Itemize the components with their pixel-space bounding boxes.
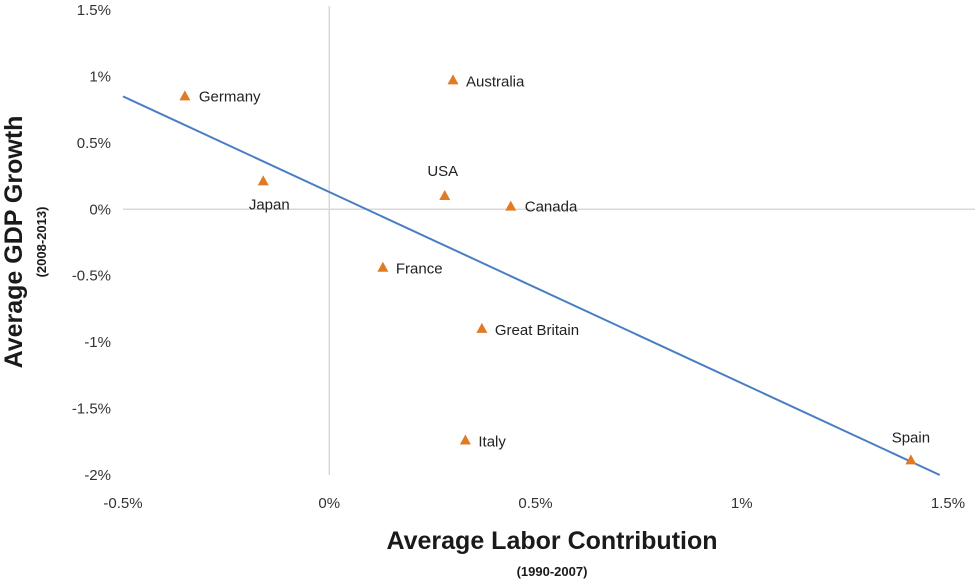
y-axis-title: Average GDP Growth (0, 116, 28, 369)
y-tick-label: -1% (84, 334, 111, 351)
axes (123, 6, 975, 475)
data-point-label: Spain (892, 429, 930, 446)
data-point-label: Canada (525, 199, 578, 216)
trendline (122, 95, 941, 476)
y-tick-labels: 1.5% 1% 0.5% 0% -0.5% -1% -1.5% -2% (72, 2, 111, 484)
data-point-marker (476, 322, 488, 333)
data-points (179, 74, 917, 465)
x-tick-label: -0.5% (103, 495, 142, 512)
y-axis-subtitle: (2008-2013) (34, 207, 49, 278)
x-axis-subtitle: (1990-2007) (517, 564, 588, 579)
data-point-label: Italy (478, 433, 506, 450)
x-tick-labels: -0.5% 0% 0.5% 1% 1.5% (103, 495, 965, 512)
point-labels: Germany Australia Japan USA Canada France Grea… (199, 73, 930, 450)
data-point-marker (905, 454, 917, 465)
y-tick-label: 0% (89, 201, 111, 218)
data-point-label: Australia (466, 73, 525, 90)
x-axis-title: Average Labor Contribution (386, 527, 717, 555)
data-point-marker (377, 261, 389, 272)
y-tick-label: -2% (84, 467, 111, 484)
x-tick-label: 0% (318, 495, 340, 512)
data-point-label: Germany (199, 88, 261, 105)
y-tick-label: 0.5% (77, 135, 111, 152)
data-point-label: France (396, 261, 443, 278)
x-tick-label: 0.5% (518, 495, 552, 512)
y-tick-label: 1% (89, 68, 111, 85)
data-point-label: Japan (249, 196, 290, 213)
data-point-marker (459, 434, 471, 445)
data-point-label: USA (427, 163, 458, 180)
data-point-marker (257, 175, 269, 186)
x-tick-label: 1% (731, 495, 753, 512)
y-tick-label: 1.5% (77, 2, 111, 19)
y-tick-label: -0.5% (72, 268, 111, 285)
data-point-marker (439, 190, 451, 200)
data-point-label: Great Britain (495, 322, 579, 339)
data-point-marker (179, 90, 191, 101)
data-point-marker (447, 74, 459, 85)
data-point-marker (505, 200, 517, 211)
x-tick-label: 1.5% (931, 495, 965, 512)
y-tick-label: -1.5% (72, 401, 111, 418)
